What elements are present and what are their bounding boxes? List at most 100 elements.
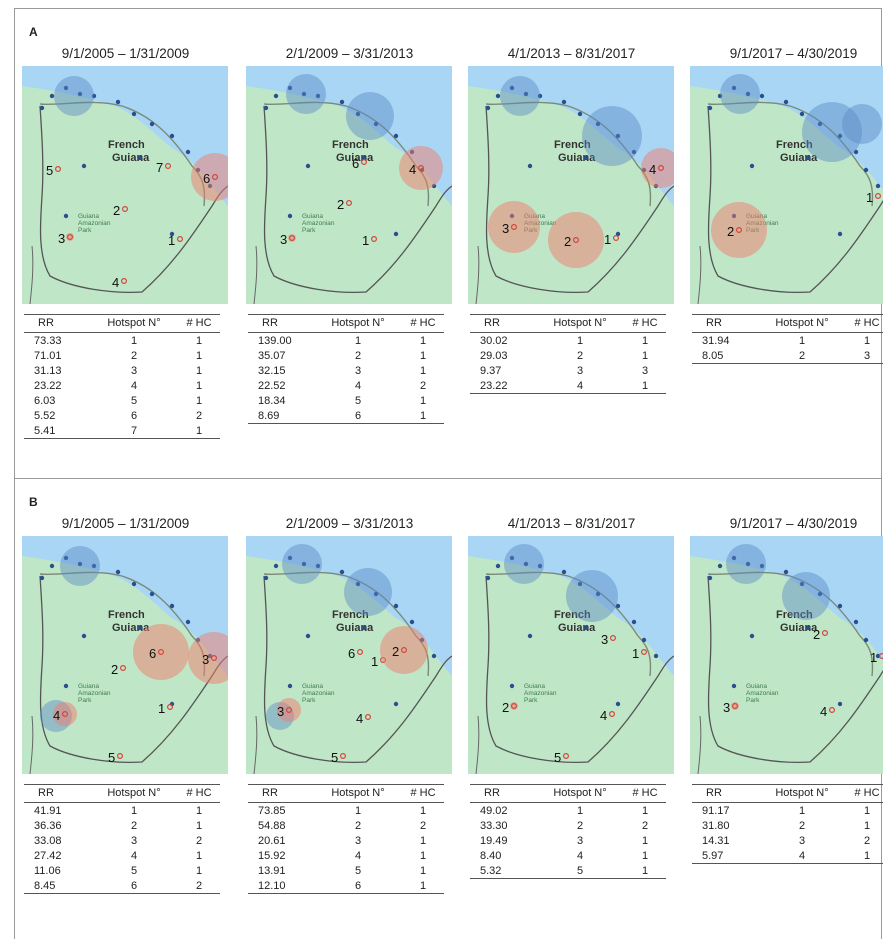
site-dot (39, 105, 45, 111)
table-row: 6.03 5 1 (24, 393, 220, 408)
hotspot-dot (177, 236, 184, 243)
rr-value: 5.97 (692, 848, 758, 864)
site-dot (853, 149, 859, 155)
rr-value: 54.88 (258, 820, 286, 832)
site-dot (287, 555, 293, 561)
hotspot-dot (641, 648, 648, 655)
country-label: Guiana (336, 622, 374, 634)
hotspot-number: 6 (149, 646, 156, 661)
hotspot-number-cell: 3 (798, 835, 806, 847)
hotspot-number-cell: 2 (798, 820, 806, 832)
rr-value: 18.34 (258, 395, 286, 407)
table-row: 33.08 3 2 (24, 833, 220, 848)
site-dot (817, 121, 823, 127)
site-dot (393, 603, 399, 609)
site-dot (63, 213, 69, 219)
cluster-circle (566, 570, 618, 622)
rr-value: 11.06 (34, 865, 61, 877)
border-line (253, 715, 258, 774)
site-dot (169, 231, 175, 237)
hotspot-dot (158, 648, 165, 655)
section-label: B (29, 495, 38, 509)
border-line (29, 715, 34, 774)
border-line (707, 575, 883, 764)
site-dot (169, 603, 175, 609)
site-dot (615, 701, 621, 707)
cluster-circle (500, 76, 540, 116)
hotspot-number-cell: 2 (576, 820, 584, 832)
rr-table: RR Hotspot N° # HC 91.17 1 1 31.80 2 1 14.31 3 2 5.9… (692, 784, 883, 864)
site-dot (817, 591, 823, 597)
table-row: 13.91 5 1 (248, 863, 444, 878)
rr-value: 41.91 (34, 805, 62, 817)
table-wrapper: RR Hotspot N° # HC 73.33 1 1 71.01 2 1 31.13 3 1 23.… (24, 314, 220, 439)
hotspot-number-cell: 3 (354, 365, 362, 377)
site-dot (315, 563, 321, 569)
column-header-hotspot: Hotspot N° (90, 784, 178, 803)
rr-value: 31.94 (702, 335, 730, 347)
hotspot-number-cell: 2 (354, 820, 362, 832)
country-label: French (108, 139, 145, 151)
table-row: 14.31 3 2 (692, 833, 883, 848)
rr-value: 31.80 (702, 820, 730, 832)
table-wrapper: RR Hotspot N° # HC 73.85 1 1 54.88 2 2 20.61 3 1 15.… (248, 784, 444, 894)
border-line (253, 245, 258, 304)
hc-count: 2 (419, 820, 427, 832)
site-dot (373, 121, 379, 127)
site-dot (301, 91, 307, 97)
site-dot (355, 581, 361, 587)
period-title: 9/1/2017 – 4/30/2019 (729, 516, 858, 531)
hotspot-number: 6 (203, 171, 210, 186)
hotspot-number-cell: 1 (798, 805, 806, 817)
period-title: 9/1/2005 – 1/31/2009 (61, 46, 190, 61)
site-dot (595, 591, 601, 597)
site-dot (805, 155, 811, 161)
hotspot-dot (54, 165, 61, 172)
hc-count: 1 (195, 850, 203, 862)
hc-count: 1 (178, 423, 220, 439)
hc-count: 2 (195, 410, 203, 422)
hotspot-number: 4 (356, 711, 363, 726)
hotspot-number-cell: 3 (130, 835, 138, 847)
table-row: 5.97 4 1 (692, 848, 883, 864)
hotspot-circle (380, 626, 428, 674)
country-label: French (776, 609, 813, 621)
rr-table: RR Hotspot N° # HC 30.02 1 1 29.03 2 1 9.37 3 3 23.2… (470, 314, 666, 394)
hc-count: 1 (863, 820, 871, 832)
hotspot-number-cell: 5 (536, 863, 624, 879)
hotspot-dot (610, 634, 617, 641)
site-dot (373, 591, 379, 597)
site-dot (149, 121, 155, 127)
cluster-circle (504, 544, 544, 584)
column-header-hotspot: Hotspot N° (536, 784, 624, 803)
table-wrapper: RR Hotspot N° # HC 31.94 1 1 8.05 2 3 (692, 314, 883, 364)
table-row: 5.32 5 1 (470, 863, 666, 879)
site-dot (339, 569, 345, 575)
hotspot-circle (711, 202, 767, 258)
hotspot-dot (167, 704, 174, 711)
hc-count: 3 (641, 365, 649, 377)
site-dot (863, 167, 869, 173)
rr-value: 8.40 (480, 850, 502, 862)
column-header-hotspot: Hotspot N° (314, 314, 402, 333)
column-header-hc: # HC (624, 314, 666, 333)
table-row: 12.10 6 1 (248, 878, 444, 894)
site-dot (595, 121, 601, 127)
hotspot-number-cell: 7 (90, 423, 178, 439)
rr-value: 91.17 (702, 805, 730, 817)
country-label: Guiana (558, 152, 596, 164)
site-dot (91, 93, 97, 99)
hotspot-dot (731, 703, 738, 710)
site-dot (137, 155, 143, 161)
hc-count: 1 (641, 805, 649, 817)
sea-area (690, 536, 883, 661)
sea-area (22, 536, 228, 676)
column-header-hotspot: Hotspot N° (90, 314, 178, 333)
site-dot (527, 163, 533, 169)
rr-value: 33.08 (34, 835, 62, 847)
table-row: 49.02 1 1 (470, 803, 666, 819)
hotspot-number-cell: 1 (354, 805, 362, 817)
